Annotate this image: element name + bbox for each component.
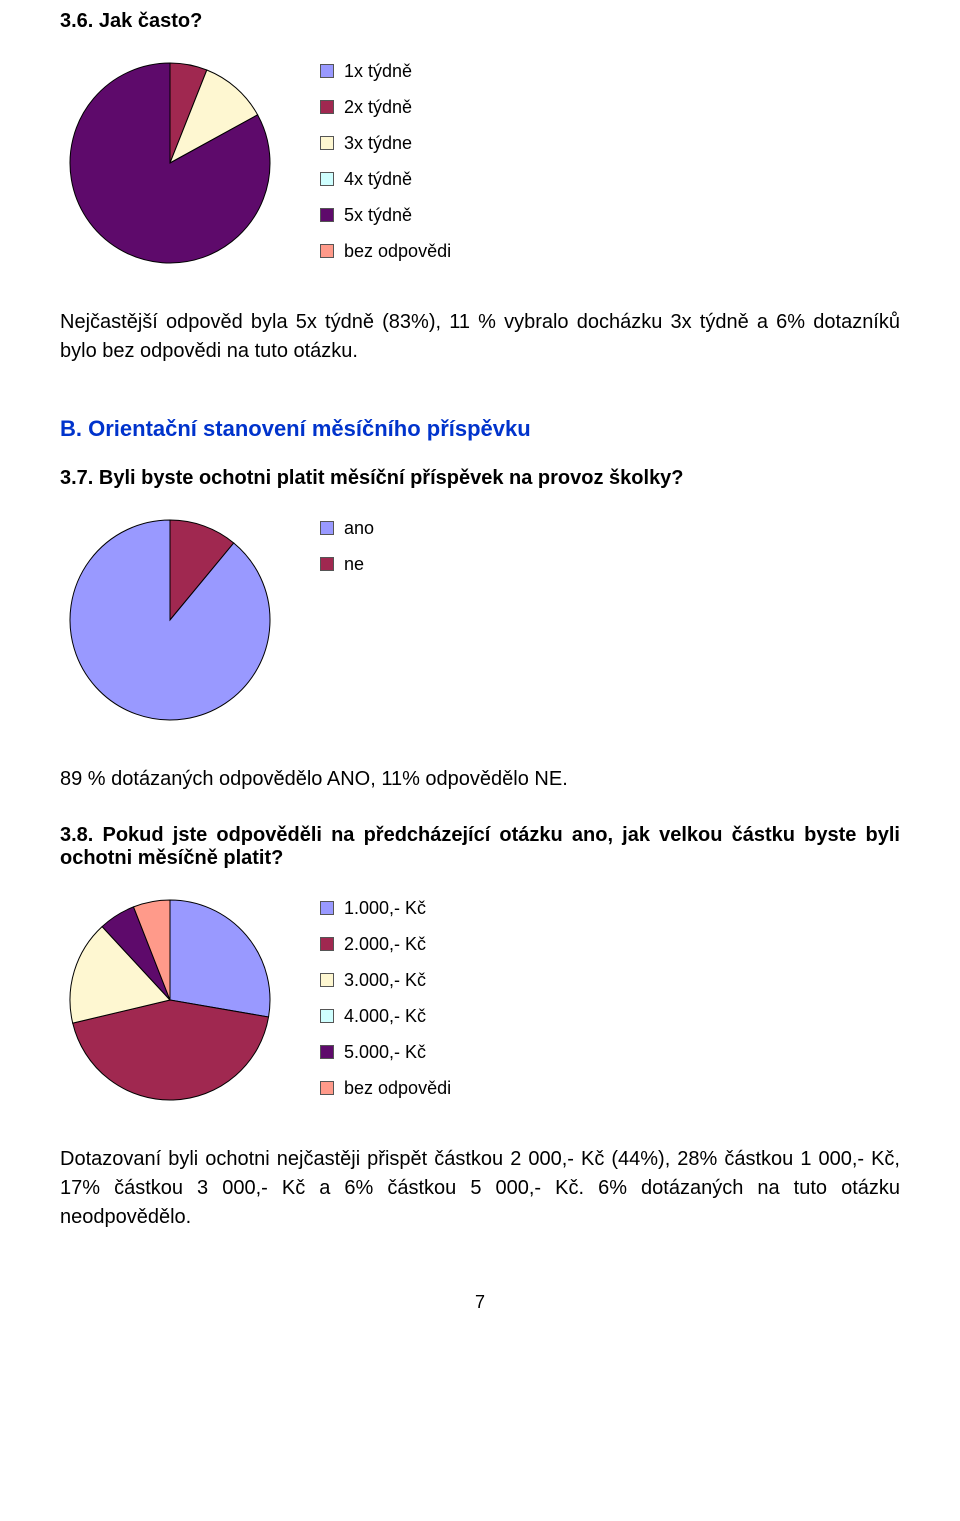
legend-swatch xyxy=(320,172,334,186)
paragraph-3-7: 89 % dotázaných odpovědělo ANO, 11% odpo… xyxy=(60,765,900,794)
pie-3-7 xyxy=(60,510,280,735)
legend-label: 5.000,- Kč xyxy=(344,1034,426,1070)
heading-3-7: 3.7. Byli byste ochotni platit měsíční p… xyxy=(60,467,900,490)
legend-label: 4.000,- Kč xyxy=(344,998,426,1034)
heading-3-8: 3.8. Pokud jste odpověděli na předcházej… xyxy=(60,824,900,870)
chart-row-3-7: anone xyxy=(60,510,900,735)
legend-item: 2.000,- Kč xyxy=(320,926,451,962)
legend-item: 4.000,- Kč xyxy=(320,998,451,1034)
legend-label: 3.000,- Kč xyxy=(344,962,426,998)
legend-item: 1x týdně xyxy=(320,53,451,89)
legend-label: 1.000,- Kč xyxy=(344,890,426,926)
paragraph-3-6: Nejčastější odpověd byla 5x týdně (83%),… xyxy=(60,308,900,366)
legend-swatch xyxy=(320,521,334,535)
legend-swatch xyxy=(320,937,334,951)
legend-swatch xyxy=(320,136,334,150)
paragraph-3-8: Dotazovaní byli ochotni nejčastěji přisp… xyxy=(60,1145,900,1232)
legend-swatch xyxy=(320,1045,334,1059)
legend-item: 2x týdně xyxy=(320,89,451,125)
pie-3-6 xyxy=(60,53,280,278)
legend-label: 2x týdně xyxy=(344,89,412,125)
page-number: 7 xyxy=(60,1292,900,1313)
legend-item: bez odpovědi xyxy=(320,1070,451,1106)
legend-3-8: 1.000,- Kč2.000,- Kč3.000,- Kč4.000,- Kč… xyxy=(320,890,451,1106)
pie-slice xyxy=(70,520,270,720)
heading-section-b: B. Orientační stanovení měsíčního příspě… xyxy=(60,416,900,442)
legend-label: ano xyxy=(344,510,374,546)
legend-swatch xyxy=(320,557,334,571)
legend-item: 3x týdne xyxy=(320,125,451,161)
legend-swatch xyxy=(320,208,334,222)
legend-label: bez odpovědi xyxy=(344,233,451,269)
legend-swatch xyxy=(320,244,334,258)
legend-item: 4x týdně xyxy=(320,161,451,197)
legend-item: 5.000,- Kč xyxy=(320,1034,451,1070)
legend-swatch xyxy=(320,100,334,114)
legend-swatch xyxy=(320,973,334,987)
legend-label: ne xyxy=(344,546,364,582)
legend-3-6: 1x týdně2x týdně3x týdne4x týdně5x týdně… xyxy=(320,53,451,269)
legend-label: 5x týdně xyxy=(344,197,412,233)
legend-item: ne xyxy=(320,546,374,582)
legend-swatch xyxy=(320,64,334,78)
pie-slice xyxy=(170,900,270,1017)
legend-item: 5x týdně xyxy=(320,197,451,233)
legend-label: 3x týdne xyxy=(344,125,412,161)
legend-item: 3.000,- Kč xyxy=(320,962,451,998)
chart-row-3-6: 1x týdně2x týdně3x týdne4x týdně5x týdně… xyxy=(60,53,900,278)
legend-swatch xyxy=(320,1081,334,1095)
heading-3-6: 3.6. Jak často? xyxy=(60,10,900,33)
chart-row-3-8: 1.000,- Kč2.000,- Kč3.000,- Kč4.000,- Kč… xyxy=(60,890,900,1115)
pie-3-8 xyxy=(60,890,280,1115)
legend-label: 1x týdně xyxy=(344,53,412,89)
legend-label: 2.000,- Kč xyxy=(344,926,426,962)
legend-swatch xyxy=(320,1009,334,1023)
legend-item: 1.000,- Kč xyxy=(320,890,451,926)
legend-label: bez odpovědi xyxy=(344,1070,451,1106)
page-container: 3.6. Jak často? 1x týdně2x týdně3x týdne… xyxy=(0,0,960,1353)
legend-swatch xyxy=(320,901,334,915)
legend-item: ano xyxy=(320,510,374,546)
legend-label: 4x týdně xyxy=(344,161,412,197)
legend-3-7: anone xyxy=(320,510,374,582)
legend-item: bez odpovědi xyxy=(320,233,451,269)
